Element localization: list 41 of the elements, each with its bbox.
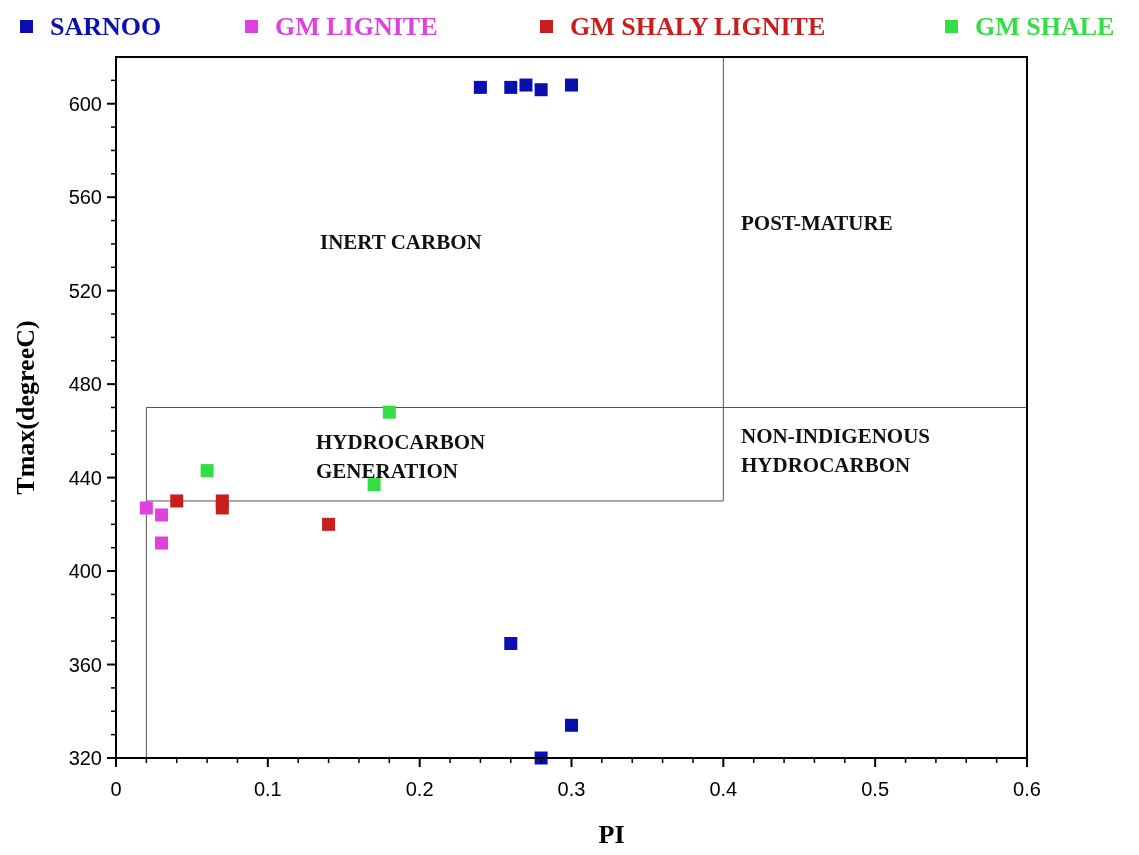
- x-tick-label: 0.6: [1013, 778, 1041, 800]
- y-tick-label: 440: [68, 466, 102, 489]
- x-tick-label: 0.1: [253, 778, 282, 800]
- point: [565, 718, 578, 732]
- point: [565, 78, 578, 92]
- y-tick-label: 320: [68, 747, 102, 769]
- point: [200, 464, 214, 478]
- annotation: HYDROCARBON GENERATION: [316, 430, 486, 483]
- x-tick-label: 0.4: [709, 778, 738, 800]
- point: [534, 83, 548, 97]
- point: [170, 494, 184, 508]
- point: [155, 536, 169, 550]
- x-tick-label: 0.2: [405, 778, 434, 800]
- legend-label: GM SHALY LIGNITE: [570, 12, 826, 41]
- y-tick-label: 520: [68, 279, 102, 302]
- point: [367, 478, 381, 492]
- legend-label: SARNOO: [50, 12, 162, 41]
- y-tick-label: 560: [68, 186, 102, 209]
- y-tick-label: 400: [68, 560, 102, 583]
- point: [504, 80, 518, 94]
- point: [155, 508, 169, 522]
- point: [139, 501, 153, 515]
- point: [504, 637, 518, 650]
- y-tick-label: 360: [68, 653, 102, 676]
- annotation: POST-MATURE: [741, 211, 893, 235]
- x-tick-label: 0: [110, 778, 122, 800]
- point: [215, 501, 229, 515]
- legend-label: GM SHALE: [975, 12, 1115, 41]
- y-tick-label: 480: [68, 373, 102, 396]
- annotation: NON-INDIGENOUS HYDROCARBON: [741, 424, 931, 477]
- x-tick-label: 0.5: [861, 778, 890, 800]
- legend-label: GM LIGNITE: [275, 12, 438, 41]
- point: [322, 517, 336, 531]
- y-tick-label: 600: [68, 92, 102, 115]
- annotation: INERT CARBON: [320, 230, 482, 254]
- x-axis-title: PI: [598, 820, 625, 849]
- point: [519, 78, 533, 92]
- point: [382, 405, 396, 419]
- point: [473, 80, 487, 94]
- x-tick-label: 0.3: [557, 778, 586, 800]
- y-axis-title: Tmax(degreeC): [11, 320, 40, 495]
